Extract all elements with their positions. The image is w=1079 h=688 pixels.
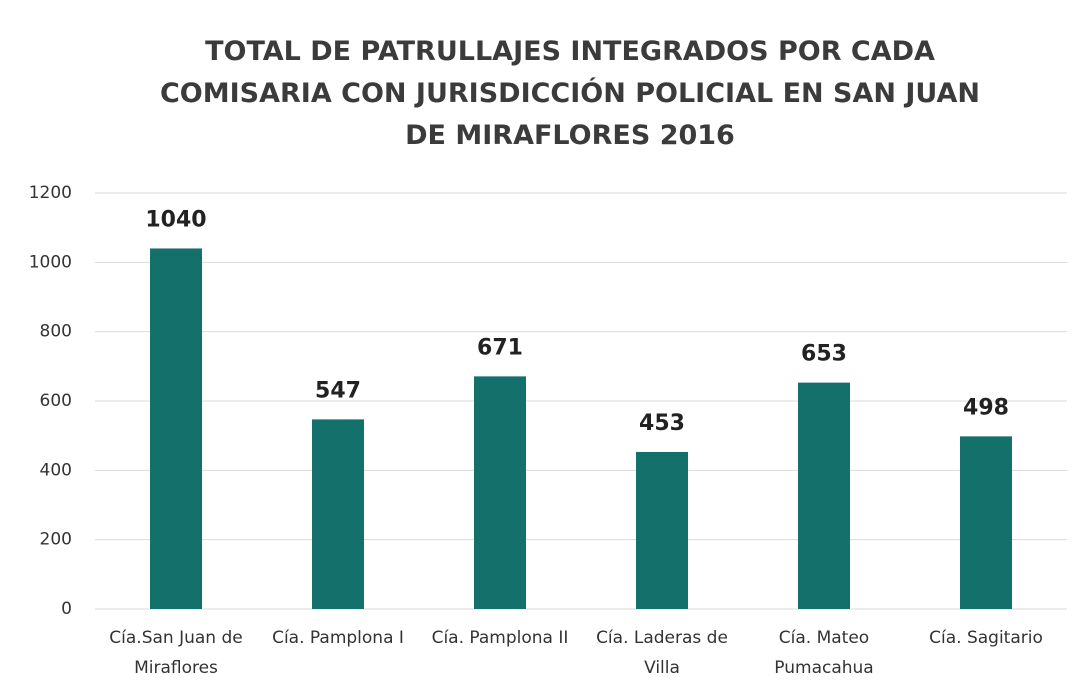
y-tick-label: 400: [40, 460, 72, 480]
y-tick-label: 1000: [29, 252, 72, 272]
bar: [312, 419, 364, 609]
y-tick-label: 800: [40, 322, 72, 342]
x-tick-label: Cía.San Juan de Miraflores: [109, 628, 242, 678]
bar: [474, 376, 526, 609]
data-label: 498: [963, 395, 1009, 420]
bar: [960, 436, 1012, 609]
x-tick-label: Cía. Pamplona I: [272, 628, 404, 648]
x-tick-label: Cía. Mateo Pumacahua: [774, 628, 873, 678]
x-tick-label: Cía. Pamplona II: [432, 628, 569, 648]
bar: [798, 382, 850, 609]
x-tick-label: Cía. Sagitario: [929, 628, 1043, 648]
y-tick-label: 1200: [29, 183, 72, 203]
bar: [636, 451, 688, 609]
data-label: 453: [639, 411, 685, 436]
chart-title: TOTAL DE PATRULLAJES INTEGRADOS POR CADA…: [160, 36, 980, 151]
y-tick-label: 600: [40, 391, 72, 411]
data-label: 671: [477, 335, 523, 360]
data-label: 547: [315, 378, 361, 403]
data-label: 1040: [145, 207, 206, 232]
x-tick-label: Cía. Laderas de Villa: [596, 628, 728, 678]
y-tick-label: 200: [40, 530, 72, 550]
y-tick-label: 0: [61, 599, 72, 619]
data-label: 653: [801, 342, 847, 367]
bar: [150, 248, 202, 609]
